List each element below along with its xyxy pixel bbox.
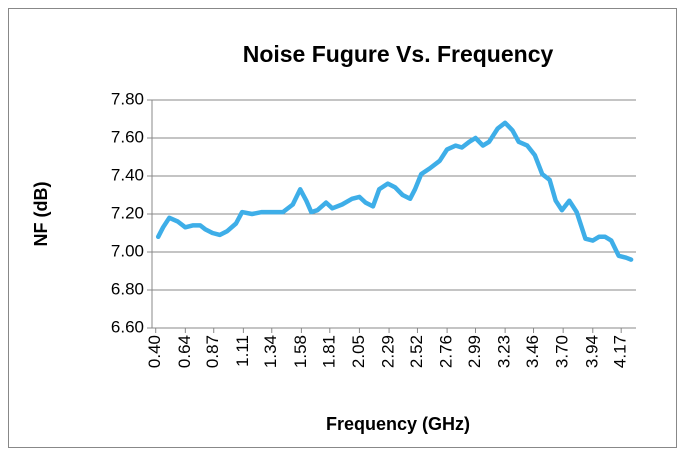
x-tick-label: 2.52 xyxy=(407,335,426,368)
y-tick-label: 7.80 xyxy=(111,89,144,108)
x-tick-label: 2.99 xyxy=(465,335,484,368)
y-tick-label: 7.60 xyxy=(111,127,144,146)
data-line xyxy=(155,120,634,262)
chart-title: Noise Fugure Vs. Frequency xyxy=(243,41,554,67)
x-tick-label: 4.17 xyxy=(611,335,630,368)
x-tick-label: 0.87 xyxy=(203,335,222,368)
x-tick-label: 3.70 xyxy=(553,335,572,368)
x-tick-label: 2.05 xyxy=(349,335,368,368)
x-tick-label: 3.23 xyxy=(495,335,514,368)
y-tick-label: 7.40 xyxy=(111,165,144,184)
x-tick-label: 1.58 xyxy=(291,335,310,368)
y-axis-title: NF (dB) xyxy=(31,182,51,247)
x-axis-title: Frequency (GHz) xyxy=(326,414,470,434)
y-tick-label: 7.20 xyxy=(111,203,144,222)
x-tick-label: 2.29 xyxy=(379,335,398,368)
x-tick-label: 3.46 xyxy=(523,335,542,368)
y-tick-label: 6.60 xyxy=(111,317,144,336)
x-tick-label: 3.94 xyxy=(582,335,601,368)
x-tick-label: 0.40 xyxy=(145,335,164,368)
x-tick-label: 0.64 xyxy=(175,335,194,368)
y-tick-label: 6.80 xyxy=(111,279,144,298)
chart-border xyxy=(8,8,677,448)
y-tick-label: 7.00 xyxy=(111,241,144,260)
x-tick-label: 2.76 xyxy=(437,335,456,368)
x-tick-label: 1.81 xyxy=(319,335,338,368)
x-tick-label: 1.11 xyxy=(233,335,252,367)
x-tick-label: 1.34 xyxy=(261,335,280,368)
